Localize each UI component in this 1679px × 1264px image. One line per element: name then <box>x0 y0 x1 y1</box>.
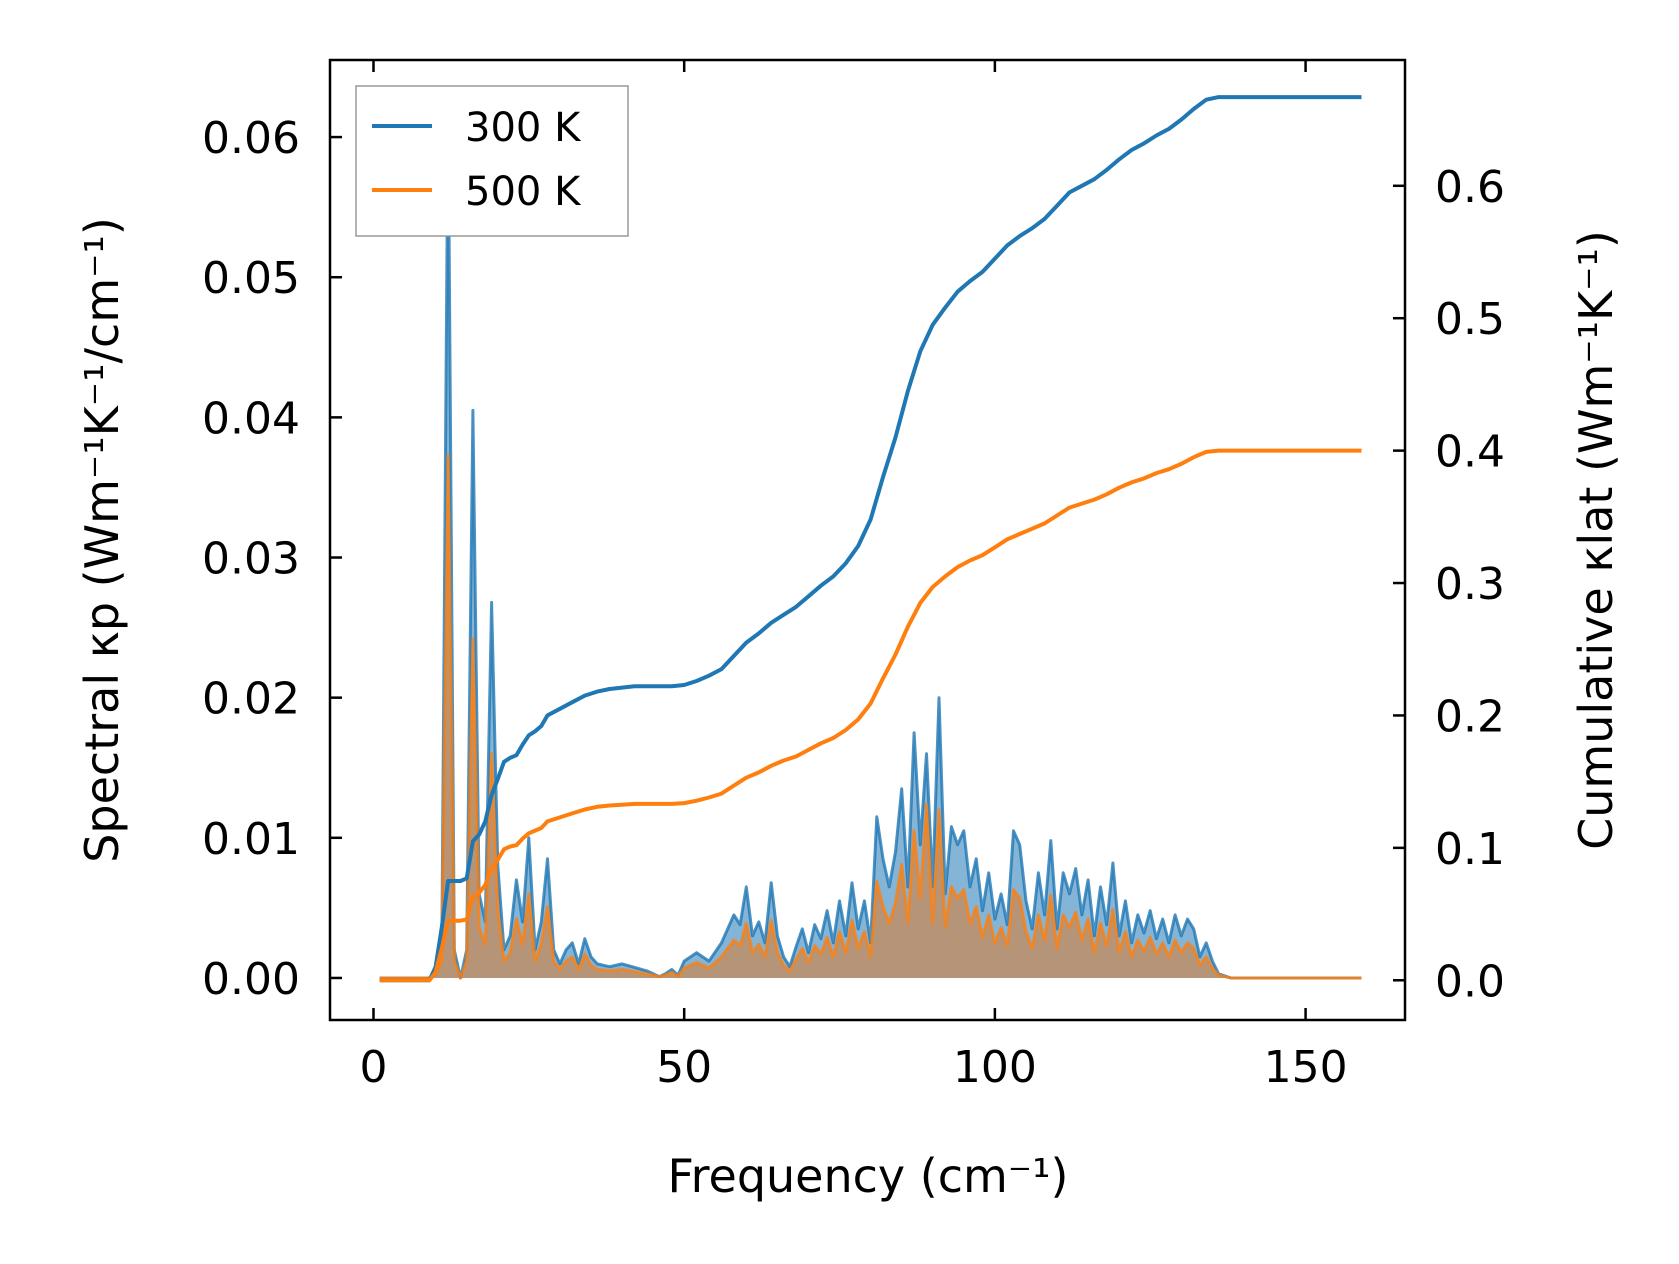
y-tick-label-left: 0.00 <box>202 954 300 1005</box>
y-tick-label-right: 0.2 <box>1435 691 1505 742</box>
x-axis-label: Frequency (cm⁻¹) <box>668 1149 1069 1203</box>
y-tick-label-left: 0.05 <box>202 253 300 304</box>
axis-tick-labels: 0 50 100 150 0.00 0.01 0.02 0.03 0.04 0.05 0.06 0.0… <box>202 113 1505 1093</box>
x-tick-label: 0 <box>359 1042 387 1093</box>
y-tick-label-right: 0.0 <box>1435 956 1505 1007</box>
legend: 300 K 500 K <box>355 85 629 237</box>
data-lines <box>379 95 1362 983</box>
legend-label-500k: 500 K <box>465 169 582 215</box>
y-axis-right-label: Cumulative κlat (Wm⁻¹K⁻¹) <box>1569 230 1623 850</box>
legend-label-300k: 300 K <box>465 105 582 151</box>
x-tick-label: 100 <box>953 1042 1037 1093</box>
axes-frame <box>328 58 1407 1022</box>
spectral-500k-line <box>379 453 1362 980</box>
plot-area <box>379 95 1362 983</box>
x-tick-label: 150 <box>1264 1042 1348 1093</box>
y-axis-left-label: Spectral κp (Wm⁻¹K⁻¹/cm⁻¹) <box>75 217 129 863</box>
y-tick-label-right: 0.6 <box>1435 162 1505 213</box>
y-tick-label-left: 0.02 <box>202 674 300 725</box>
y-tick-label-right: 0.1 <box>1435 824 1505 875</box>
y-tick-label-left: 0.01 <box>202 814 300 865</box>
y-tick-label-right: 0.3 <box>1435 559 1505 610</box>
x-tick-label: 50 <box>656 1042 712 1093</box>
y-tick-label-left: 0.06 <box>202 113 300 164</box>
cumulative-500k-line <box>379 448 1362 983</box>
cumulative-300k-line <box>379 95 1362 983</box>
legend-box <box>355 85 629 237</box>
y-tick-label-left: 0.03 <box>202 534 300 585</box>
axis-ticks <box>330 60 1405 1020</box>
y-tick-label-right: 0.5 <box>1435 294 1505 345</box>
y-tick-label-right: 0.4 <box>1435 427 1505 478</box>
y-tick-label-left: 0.04 <box>202 393 300 444</box>
spectral-300k-line <box>379 100 1362 980</box>
